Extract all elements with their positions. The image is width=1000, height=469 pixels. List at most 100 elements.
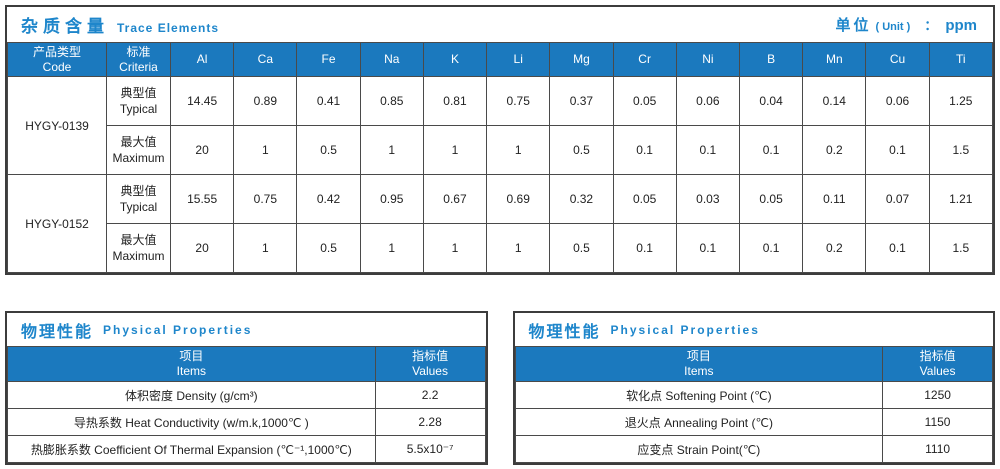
trace-value-cell: 1 [359, 223, 424, 273]
criteria-cn: 典型值 [120, 85, 157, 100]
criteria-cn: 最大值 [120, 232, 157, 247]
trace-value-cell: 0.75 [486, 76, 551, 126]
col-header-criteria: 标准 Criteria [106, 42, 171, 77]
physical-right-title-band: 物理性能 Physical Properties [514, 313, 993, 346]
trace-elements-section: 杂质含量 Trace Elements 单位 ( Unit ) ： ppm 产品… [5, 5, 995, 275]
property-value-cell: 2.28 [374, 408, 486, 436]
physical-properties-row: 物理性能 Physical Properties 项目 Items 指标值 Va… [5, 311, 995, 465]
property-item-cell: 软化点 Softening Point (℃) [514, 381, 884, 409]
trace-title-en: Trace Elements [117, 21, 220, 35]
trace-elements-title-band: 杂质含量 Trace Elements 单位 ( Unit ) ： ppm [7, 7, 993, 42]
trace-value-cell: 0.05 [612, 174, 677, 224]
physical-left-title-cn: 物理性能 [21, 323, 94, 341]
table-row: 体积密度 Density (g/cm³) 2.2 [7, 381, 486, 409]
criteria-cn: 典型值 [120, 183, 157, 198]
col-header-element: Al [169, 42, 235, 77]
trace-value-cell: 14.45 [169, 76, 235, 126]
physical-right-table: 项目 Items 指标值 Values 软化点 Softening Point … [514, 346, 994, 463]
unit-separator: ： [924, 18, 938, 33]
table-row: 最大值 Maximum 20 1 0.5 1 1 1 0.5 0.1 0.1 0… [8, 125, 994, 175]
trace-value-cell: 0.1 [865, 223, 930, 273]
col-header-element: Cr [612, 42, 677, 77]
trace-value-cell: 1.21 [928, 174, 994, 224]
trace-value-cell: 0.06 [675, 76, 740, 126]
product-code-cell: HYGY-0152 [7, 174, 107, 273]
col-header-values: 指标值 Values [374, 346, 486, 382]
trace-value-cell: 1 [359, 125, 424, 175]
trace-value-cell: 0.1 [865, 125, 930, 175]
trace-value-cell: 1 [486, 223, 551, 273]
criteria-cell: 典型值 Typical [106, 76, 171, 126]
trace-value-cell: 0.5 [296, 125, 361, 175]
col-code-en: Code [42, 59, 72, 74]
table-row: 退火点 Annealing Point (℃) 1150 [514, 408, 993, 436]
trace-header-row: 产品类型 Code 标准 Criteria Al Ca Fe Na K Li M… [7, 42, 994, 77]
unit-cn: 单位 [835, 17, 872, 34]
col-header-element: Mn [802, 42, 867, 77]
criteria-en: Typical [119, 200, 158, 214]
trace-value-cell: 0.89 [233, 76, 298, 126]
trace-value-cell: 1 [486, 125, 551, 175]
trace-elements-table: 产品类型 Code 标准 Criteria Al Ca Fe Na K Li M… [7, 42, 994, 273]
col-header-values: 指标值 Values [882, 346, 993, 382]
unit-label: 单位 ( Unit ) ： ppm [835, 14, 977, 35]
trace-value-cell: 0.2 [802, 223, 867, 273]
trace-value-cell: 0.95 [359, 174, 424, 224]
property-item-cell: 退火点 Annealing Point (℃) [514, 408, 884, 436]
trace-value-cell: 0.05 [612, 76, 677, 126]
criteria-en: Maximum [112, 151, 165, 165]
col-header-element: Fe [296, 42, 361, 77]
trace-value-cell: 1.5 [928, 125, 994, 175]
items-cn: 项目 [686, 349, 711, 363]
table-row: 热膨胀系数 Coefficient Of Thermal Expansion (… [7, 435, 486, 463]
trace-value-cell: 0.1 [738, 223, 804, 273]
col-header-element: Li [486, 42, 551, 77]
unit-value: ppm [945, 17, 977, 34]
values-cn: 指标值 [919, 349, 956, 363]
trace-value-cell: 0.1 [675, 125, 740, 175]
physical-right-title-en: Physical Properties [610, 322, 760, 337]
trace-value-cell: 0.42 [296, 174, 361, 224]
table-row: HYGY-0152 典型值 Typical 15.55 0.75 0.42 0.… [7, 174, 994, 273]
trace-value-cell: 0.5 [549, 223, 614, 273]
table-row: 应变点 Strain Point(℃) 1110 [514, 435, 993, 463]
physical-left-header-row: 项目 Items 指标值 Values [7, 346, 486, 382]
trace-value-cell: 1 [233, 125, 298, 175]
col-header-code: 产品类型 Code [7, 42, 107, 77]
trace-value-cell: 0.05 [738, 174, 804, 224]
col-header-items: 项目 Items [7, 346, 376, 382]
col-header-element: B [738, 42, 804, 77]
trace-value-cell: 0.2 [802, 125, 867, 175]
unit-en: ( Unit ) [875, 21, 911, 33]
table-row: 软化点 Softening Point (℃) 1250 [514, 381, 993, 409]
criteria-cell: 最大值 Maximum [106, 125, 171, 175]
table-row: HYGY-0139 典型值 Typical 14.45 0.89 0.41 0.… [7, 76, 994, 175]
trace-value-cell: 20 [169, 223, 235, 273]
physical-left-title-band: 物理性能 Physical Properties [7, 313, 486, 346]
trace-title-cn: 杂质含量 [21, 17, 109, 36]
criteria-cell: 典型值 Typical [106, 174, 171, 224]
property-item-cell: 应变点 Strain Point(℃) [514, 435, 884, 463]
table-row: 导热系数 Heat Conductivity (w/m.k,1000℃ ) 2.… [7, 408, 486, 436]
trace-value-cell: 0.69 [486, 174, 551, 224]
physical-right-header-row: 项目 Items 指标值 Values [514, 346, 993, 382]
trace-value-cell: 15.55 [169, 174, 235, 224]
trace-value-cell: 0.1 [612, 223, 677, 273]
property-value-cell: 2.2 [374, 381, 486, 409]
table-row: 最大值 Maximum 20 1 0.5 1 1 1 0.5 0.1 0.1 0… [8, 223, 994, 273]
col-header-element: Na [359, 42, 424, 77]
col-criteria-cn: 标准 [126, 44, 151, 59]
values-cn: 指标值 [412, 349, 449, 363]
physical-left-table: 项目 Items 指标值 Values 体积密度 Density (g/cm³)… [7, 346, 486, 463]
values-en: Values [412, 364, 448, 378]
trace-value-cell: 0.75 [233, 174, 298, 224]
trace-value-cell: 1 [422, 223, 488, 273]
physical-properties-right-section: 物理性能 Physical Properties 项目 Items 指标值 Va… [512, 311, 995, 465]
trace-value-cell: 0.5 [549, 125, 614, 175]
col-header-items: 项目 Items [514, 346, 884, 382]
criteria-cell: 最大值 Maximum [106, 223, 171, 273]
trace-value-cell: 0.04 [738, 76, 804, 126]
trace-value-cell: 0.03 [675, 174, 740, 224]
col-header-element: Ti [928, 42, 994, 77]
